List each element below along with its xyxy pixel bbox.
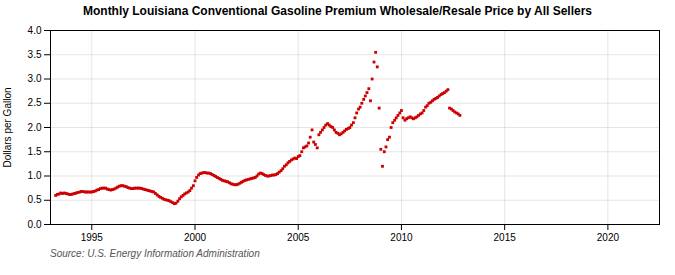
svg-text:2015: 2015: [494, 232, 517, 243]
svg-text:Dollars per Gallon: Dollars per Gallon: [2, 87, 13, 167]
svg-text:0.0: 0.0: [28, 219, 42, 230]
html-text:Source: U.S. Energy Informatio: Source: U.S. Energy Information Administ…: [50, 248, 260, 259]
svg-text:2020: 2020: [597, 232, 620, 243]
svg-text:1.5: 1.5: [28, 146, 42, 157]
svg-text:3.5: 3.5: [28, 49, 42, 60]
svg-text:2.5: 2.5: [28, 97, 42, 108]
svg-text:2005: 2005: [287, 232, 310, 243]
svg-text:1.0: 1.0: [28, 170, 42, 181]
svg-text:2010: 2010: [390, 232, 413, 243]
svg-text:4.0: 4.0: [28, 25, 42, 36]
svg-text:2000: 2000: [184, 232, 207, 243]
svg-text:1995: 1995: [81, 232, 104, 243]
svg-text:3.0: 3.0: [28, 73, 42, 84]
svg-text:0.5: 0.5: [28, 194, 42, 205]
html-text:Monthly Louisiana Conventional: Monthly Louisiana Conventional Gasoline …: [83, 4, 592, 18]
svg-text:2.0: 2.0: [28, 122, 42, 133]
